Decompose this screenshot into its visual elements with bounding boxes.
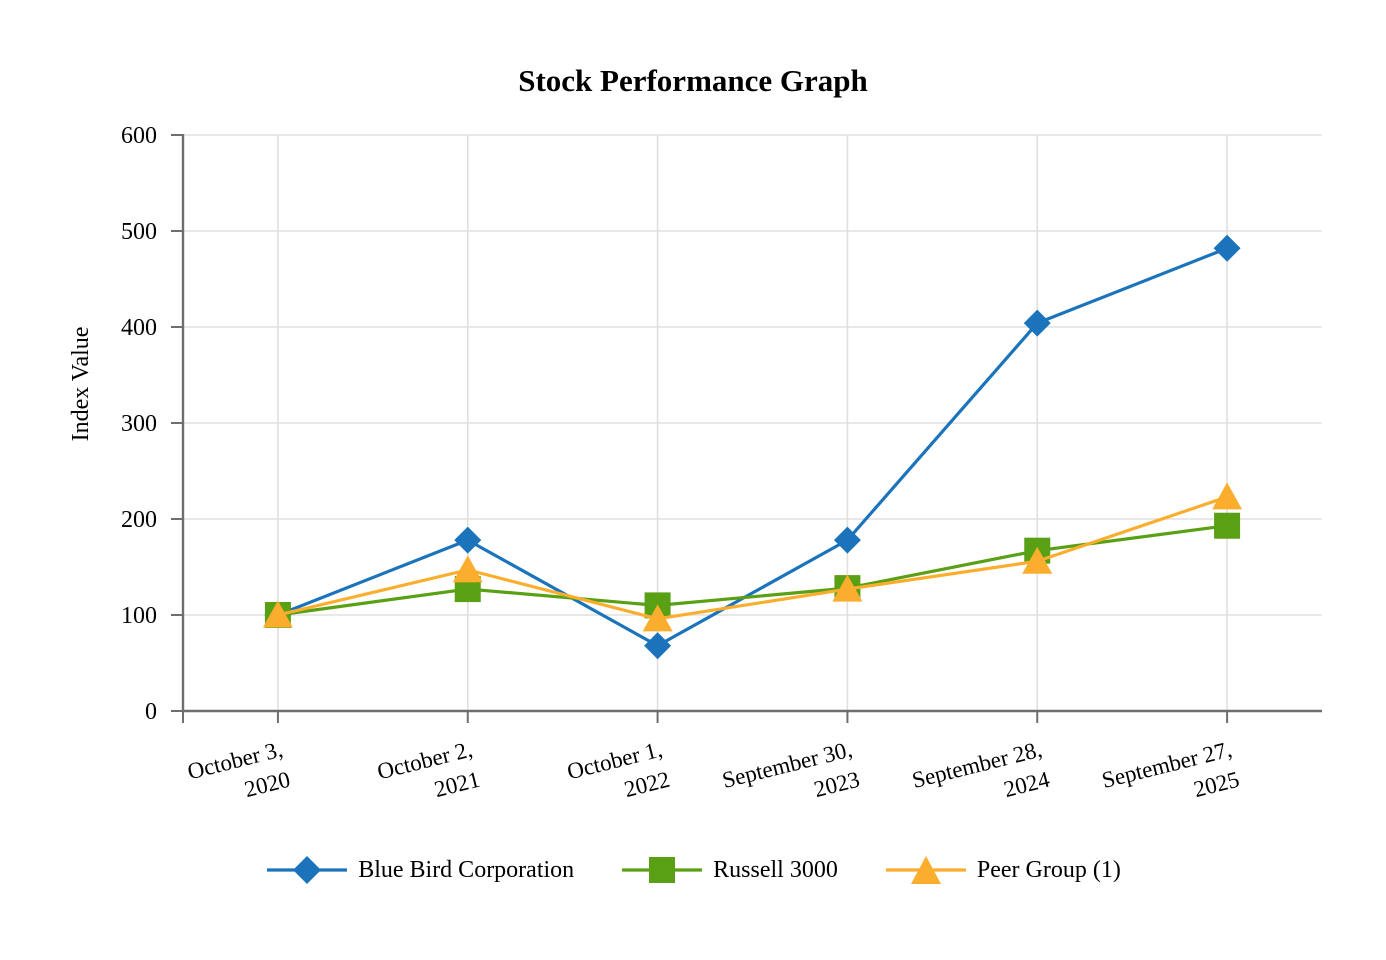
marker-russell-3000-point-6 — [1214, 512, 1241, 539]
y-tick-label-400: 400 — [121, 315, 157, 341]
marker-blue-bird-corporation-point-3 — [644, 632, 672, 660]
x-axis-label-september-27-2025: September 27,2025 — [1099, 737, 1242, 802]
x-axis-label-line2: 2020 — [242, 767, 293, 802]
x-axis-label-september-30-2023: September 30,2023 — [720, 737, 862, 802]
marker-blue-bird-corporation-point-4 — [833, 526, 861, 554]
legend-swatch-peer-group — [885, 856, 966, 884]
marker-peer-group-1-point-2 — [452, 555, 483, 583]
x-axis-label-line2: 2025 — [1191, 767, 1242, 802]
x-axis-label-september-28-2024: September 28,2024 — [909, 737, 1052, 803]
x-axis-label-line2: 2023 — [811, 767, 862, 802]
series-line-blue-bird-corporation — [277, 246, 1228, 648]
x-axis-label-line2: 2022 — [622, 767, 673, 802]
square-marker-icon — [649, 857, 676, 883]
y-tick-label-100: 100 — [121, 603, 157, 629]
legend-item-peer-group: Peer Group (1) — [884, 854, 1121, 886]
y-tick-label-600: 600 — [121, 123, 157, 149]
marker-blue-bird-corporation-point-2 — [454, 526, 482, 554]
legend-label: Blue Bird Corporation — [358, 856, 575, 883]
series-line-russell-3000 — [277, 524, 1228, 617]
y-tick-label-500: 500 — [121, 219, 157, 245]
chart-title: Stock Performance Graph — [518, 63, 868, 98]
x-axis-label-october-2-2021: October 2,2021 — [375, 737, 483, 802]
marker-peer-group-1-point-4 — [832, 574, 863, 602]
y-tick-label-300: 300 — [121, 411, 157, 437]
marker-peer-group-1-point-5 — [1022, 546, 1053, 574]
marker-peer-group-1-point-6 — [1212, 482, 1243, 510]
marker-blue-bird-corporation-point-6 — [1213, 234, 1241, 262]
legend-swatch-russell-3000 — [622, 857, 703, 883]
x-axis-label-line2: 2021 — [432, 767, 483, 802]
x-axis-label-october-1-2022: October 1,2022 — [565, 737, 673, 802]
x-axis-label-october-3-2020: October 3,2020 — [185, 737, 293, 802]
series-line-peer-group-1 — [277, 495, 1228, 621]
x-axis-label-line2: 2024 — [1001, 767, 1052, 803]
y-tick-label-200: 200 — [121, 507, 157, 533]
y-axis-title: Index Value — [68, 327, 94, 442]
legend-item-blue-bird-corporation: Blue Bird Corporation — [265, 854, 574, 886]
marker-peer-group-1-point-1 — [262, 600, 293, 628]
legend-label: Russell 3000 — [713, 856, 838, 883]
legend-swatch-blue-bird — [267, 856, 348, 884]
chart-legend: Blue Bird Corporation Russell 3000 Peer … — [0, 854, 1386, 886]
marker-blue-bird-corporation-point-5 — [1023, 309, 1051, 337]
y-tick-label-0: 0 — [145, 699, 157, 725]
diamond-marker-icon — [293, 856, 322, 884]
legend-item-russell-3000: Russell 3000 — [620, 854, 838, 886]
legend-label: Peer Group (1) — [976, 856, 1121, 883]
triangle-marker-icon — [910, 856, 941, 884]
marker-peer-group-1-point-3 — [642, 604, 673, 632]
